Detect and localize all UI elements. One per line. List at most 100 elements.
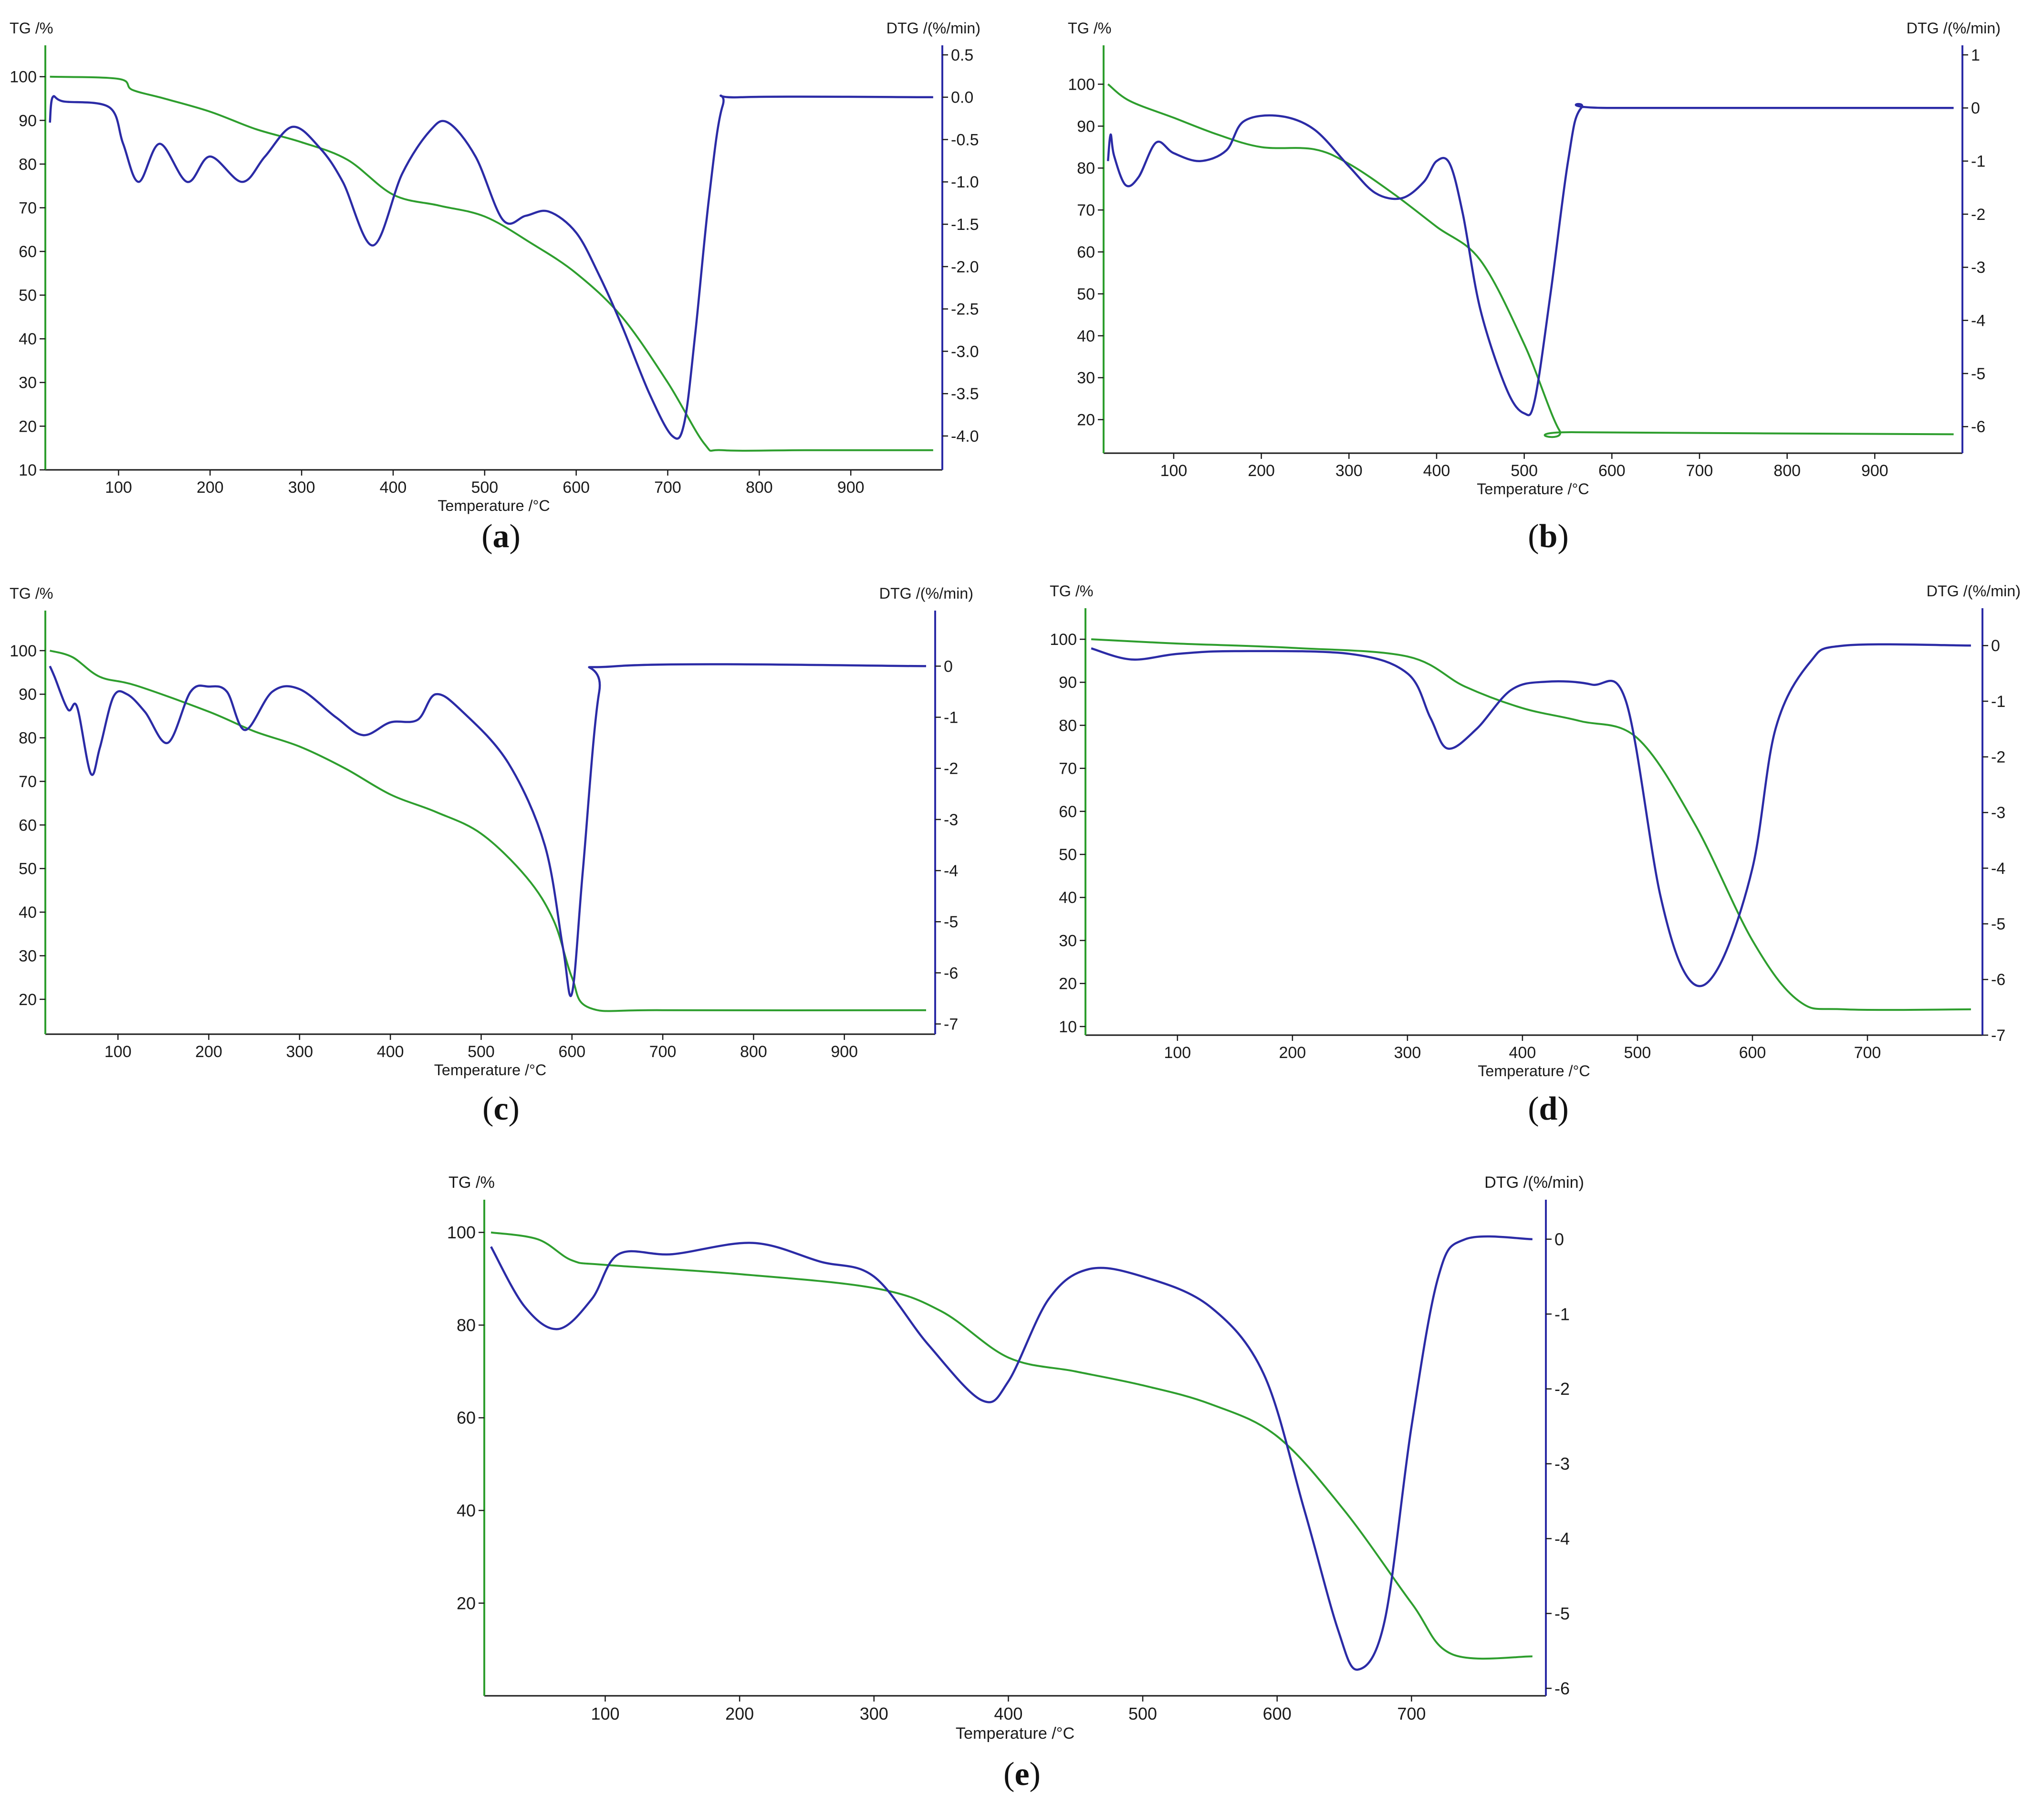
dtg-tick-label: -2 bbox=[1991, 748, 2005, 767]
dtg-tick-label: -3 bbox=[1554, 1454, 1570, 1474]
x-tick-label: 600 bbox=[563, 478, 590, 497]
dtg-axis-title: DTG /(%/min) bbox=[886, 20, 980, 37]
dtg-tick-label: -1.5 bbox=[951, 216, 979, 234]
tg-series-line bbox=[490, 1231, 1533, 1660]
tg-tick-label: 100 bbox=[1050, 631, 1077, 649]
tg-tick-label: 30 bbox=[1077, 369, 1095, 387]
dtg-tick-label: -6 bbox=[1554, 1679, 1570, 1698]
x-axis-title: Temperature /°C bbox=[1477, 480, 1589, 498]
tg-tick-label: 80 bbox=[19, 156, 37, 174]
x-tick-label: 500 bbox=[471, 478, 498, 497]
tg-tick-label: 40 bbox=[19, 330, 37, 348]
tg-tick-label: 60 bbox=[457, 1408, 476, 1428]
tg-tick-label: 60 bbox=[1077, 243, 1095, 261]
dtg-series-line bbox=[49, 94, 933, 440]
tg-tick-label: 60 bbox=[19, 243, 37, 261]
tg-tick-label: 10 bbox=[19, 461, 37, 479]
dtg-tick-label: -3 bbox=[1991, 804, 2005, 822]
dtg-tick-label: -2 bbox=[944, 760, 958, 778]
caption-d-letter: d bbox=[1539, 1090, 1558, 1127]
tg-tick-label: 30 bbox=[19, 374, 37, 392]
dtg-tick-label: -2.5 bbox=[951, 301, 979, 319]
x-tick-label: 200 bbox=[197, 478, 224, 497]
dtg-tick-label: -3 bbox=[1971, 259, 1985, 277]
tg-tick-label: 100 bbox=[10, 642, 37, 660]
dtg-tick-label: -5 bbox=[1554, 1604, 1570, 1623]
tg-tick-label: 90 bbox=[1059, 674, 1077, 692]
dtg-tick-label: 0 bbox=[1554, 1229, 1564, 1249]
tg-tick-label: 80 bbox=[1059, 716, 1077, 735]
x-tick-label: 400 bbox=[377, 1043, 404, 1061]
x-tick-label: 300 bbox=[1394, 1044, 1421, 1062]
x-tick-label: 600 bbox=[1598, 462, 1626, 480]
x-tick-label: 800 bbox=[1773, 462, 1801, 480]
dtg-tick-label: -2.0 bbox=[951, 258, 979, 276]
tg-axis-title: TG /% bbox=[10, 20, 53, 37]
x-tick-label: 100 bbox=[1160, 462, 1188, 480]
tg-tick-label: 90 bbox=[1077, 117, 1095, 135]
tg-tick-label: 50 bbox=[1059, 846, 1077, 864]
caption-c: (c) bbox=[482, 1090, 520, 1127]
chart-panel-d: 100 200 300 400 500 600 700 10 20 30 40 50 60 70 80 90 1… bbox=[1050, 582, 2021, 1079]
dtg-tick-label: -4 bbox=[1991, 860, 2005, 878]
tg-tick-label: 40 bbox=[1077, 327, 1095, 345]
tg-tick-label: 70 bbox=[19, 773, 37, 791]
dtg-axis-title: DTG /(%/min) bbox=[1927, 582, 2021, 600]
x-tick-label: 600 bbox=[1263, 1704, 1292, 1723]
dtg-tick-label: -4.0 bbox=[951, 427, 979, 446]
dtg-tick-label: -4 bbox=[1554, 1529, 1570, 1548]
tg-tick-label: 20 bbox=[1077, 411, 1095, 429]
dtg-tick-label: 0 bbox=[1971, 99, 1980, 117]
x-tick-label: 100 bbox=[104, 1043, 132, 1061]
x-tick-label: 500 bbox=[1128, 1704, 1157, 1723]
x-tick-label: 200 bbox=[1279, 1044, 1306, 1062]
dtg-tick-label: -4 bbox=[1971, 312, 1985, 330]
caption-a: (a) bbox=[481, 518, 521, 555]
dtg-tick-label: -0.5 bbox=[951, 131, 979, 149]
dtg-tick-label: -3.0 bbox=[951, 343, 979, 361]
caption-e: (e) bbox=[1003, 1756, 1041, 1793]
tg-series-line bbox=[1107, 83, 1954, 438]
dtg-tick-label: -3 bbox=[944, 811, 958, 829]
tg-tick-label: 90 bbox=[19, 112, 37, 130]
x-tick-label: 300 bbox=[288, 478, 315, 497]
dtg-tick-label: -1 bbox=[1971, 153, 1985, 171]
dtg-series-line bbox=[490, 1235, 1533, 1671]
dtg-tick-label: 0 bbox=[1991, 637, 2000, 655]
x-tick-label: 100 bbox=[1164, 1044, 1191, 1062]
dtg-tick-label: -5 bbox=[1971, 365, 1985, 383]
tg-tick-label: 10 bbox=[1059, 1018, 1077, 1036]
dtg-axis-title: DTG /(%/min) bbox=[1907, 20, 2001, 37]
x-tick-label: 600 bbox=[558, 1043, 585, 1061]
tg-tick-label: 80 bbox=[1077, 159, 1095, 177]
tg-tick-label: 60 bbox=[1059, 803, 1077, 821]
x-tick-label: 600 bbox=[1739, 1044, 1766, 1062]
tg-tick-label: 80 bbox=[457, 1315, 476, 1335]
tg-tick-label: 30 bbox=[1059, 932, 1077, 950]
dtg-tick-label: -2 bbox=[1554, 1379, 1570, 1399]
x-tick-label: 800 bbox=[740, 1043, 767, 1061]
tg-tick-label: 70 bbox=[1059, 760, 1077, 778]
tg-tick-label: 20 bbox=[457, 1593, 476, 1613]
tg-series-line bbox=[1091, 638, 1971, 1011]
tg-tick-label: 60 bbox=[19, 816, 37, 834]
x-tick-label: 100 bbox=[591, 1704, 619, 1723]
tg-tick-label: 40 bbox=[457, 1501, 476, 1520]
dtg-tick-label: -4 bbox=[944, 862, 958, 880]
dtg-tick-label: 0.0 bbox=[951, 89, 973, 107]
tg-tick-label: 40 bbox=[19, 903, 37, 922]
dtg-tick-label: -1 bbox=[1991, 693, 2005, 711]
dtg-tick-label: -5 bbox=[944, 913, 958, 931]
tg-tick-label: 30 bbox=[19, 947, 37, 965]
x-tick-label: 900 bbox=[837, 478, 865, 497]
dtg-tick-label: -5 bbox=[1991, 915, 2005, 934]
tg-tick-label: 50 bbox=[19, 860, 37, 878]
x-tick-label: 700 bbox=[649, 1043, 677, 1061]
x-tick-label: 300 bbox=[1335, 462, 1363, 480]
tg-tick-label: 40 bbox=[1059, 889, 1077, 907]
tg-tick-label: 100 bbox=[1068, 75, 1095, 93]
x-tick-label: 500 bbox=[468, 1043, 495, 1061]
x-tick-label: 200 bbox=[195, 1043, 222, 1061]
caption-a-letter: a bbox=[492, 518, 510, 555]
x-tick-label: 900 bbox=[831, 1043, 858, 1061]
